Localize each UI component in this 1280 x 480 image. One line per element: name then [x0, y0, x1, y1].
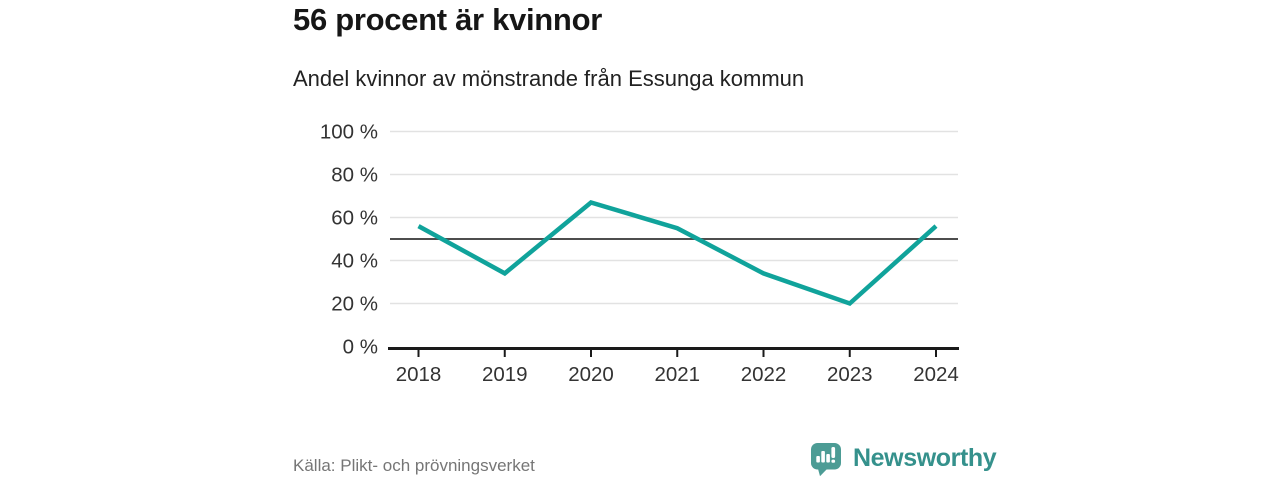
- source-note: Källa: Plikt- och prövningsverket: [293, 456, 535, 475]
- y-tick-label: 100 %: [320, 121, 378, 144]
- newsworthy-brand: Newsworthy: [808, 440, 997, 476]
- brand-wordmark: Newsworthy: [853, 443, 997, 472]
- chart-title: 56 procent är kvinnor: [293, 2, 602, 37]
- x-tick-label: 2021: [654, 363, 700, 386]
- x-tick-label: 2020: [568, 363, 614, 386]
- y-tick-label: 60 %: [331, 207, 378, 230]
- x-tick-label: 2018: [396, 363, 442, 386]
- x-tick-label: 2022: [741, 363, 787, 386]
- newsworthy-logo-icon: [811, 443, 841, 476]
- y-tick-label: 40 %: [331, 250, 378, 273]
- y-tick-label: 0 %: [343, 336, 378, 359]
- y-tick-label: 80 %: [331, 164, 378, 187]
- x-tick-label: 2024: [913, 363, 959, 386]
- x-tick-label: 2023: [827, 363, 873, 386]
- data-line: [417, 199, 938, 307]
- chart-subtitle: Andel kvinnor av mönstrande från Essunga…: [293, 66, 805, 91]
- x-tick-label: 2019: [482, 363, 528, 386]
- y-tick-label: 20 %: [331, 293, 378, 316]
